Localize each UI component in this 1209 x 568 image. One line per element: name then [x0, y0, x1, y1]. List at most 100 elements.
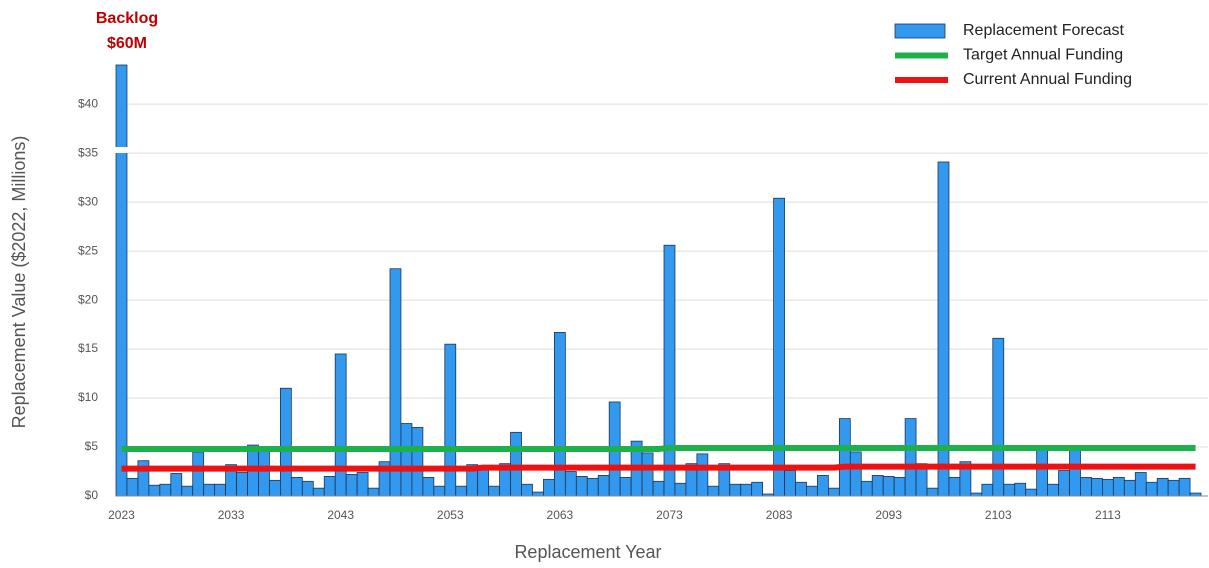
- bar: [795, 481, 807, 497]
- legend-label: Replacement Forecast: [963, 22, 1125, 39]
- bar: [641, 452, 654, 497]
- y-tick-label: $5: [85, 439, 99, 453]
- bar: [828, 487, 840, 497]
- bar: [1014, 482, 1027, 497]
- bar: [948, 476, 961, 497]
- x-tick-label: 2113: [1095, 508, 1121, 522]
- bar: [532, 491, 544, 497]
- bar: [1167, 479, 1180, 497]
- bar: [904, 418, 917, 497]
- bar: [477, 466, 490, 497]
- legend-label: Current Annual Funding: [963, 71, 1132, 88]
- funding-line: [121, 463, 1196, 472]
- bar: [849, 451, 862, 497]
- y-tick-label: $30: [78, 194, 98, 208]
- bar: [1102, 478, 1114, 497]
- bar: [422, 476, 435, 497]
- x-tick-label: 2053: [437, 508, 464, 522]
- bar: [455, 485, 468, 497]
- bar: [312, 487, 325, 497]
- bar: [1058, 470, 1070, 497]
- bar: [1003, 483, 1016, 497]
- bar: [1091, 477, 1103, 497]
- bar: [203, 483, 216, 497]
- bar: [400, 423, 413, 497]
- legend-marker: [894, 23, 946, 39]
- bar: [1134, 472, 1147, 497]
- bar: [356, 472, 369, 497]
- annotation: Backlog: [96, 10, 158, 27]
- x-tick-label: 2103: [985, 508, 1012, 522]
- bar: [488, 485, 501, 497]
- y-tick-label: $25: [78, 243, 98, 257]
- bar: [543, 478, 555, 497]
- bar: [521, 483, 533, 497]
- x-tick-label: 2033: [218, 508, 245, 522]
- bar: [444, 343, 457, 497]
- bar: [367, 487, 380, 497]
- bar: [707, 485, 720, 497]
- y-tick-label: $0: [85, 488, 99, 502]
- bar: [1156, 477, 1169, 497]
- x-tick-label: 2073: [656, 508, 683, 522]
- bar: [181, 485, 194, 497]
- funding-line: [121, 445, 1196, 452]
- bar: [269, 479, 281, 497]
- bar: [126, 477, 139, 497]
- bar: [1112, 476, 1125, 497]
- bar: [214, 483, 226, 497]
- bar: [389, 268, 402, 497]
- bar: [323, 476, 336, 497]
- x-tick-label: 2043: [327, 508, 354, 522]
- bar: [411, 427, 424, 497]
- bar: [882, 476, 895, 497]
- bar: [575, 476, 588, 497]
- bar: [817, 475, 829, 497]
- bar: [784, 470, 796, 497]
- bar: [652, 480, 665, 497]
- bar: [597, 475, 610, 497]
- x-axis-title: Replacement Year: [514, 542, 661, 562]
- annotation: $60M: [107, 35, 147, 52]
- bar: [586, 477, 599, 497]
- bar: [773, 197, 785, 497]
- bar: [192, 451, 205, 497]
- bar: [981, 483, 994, 497]
- bar: [663, 244, 676, 497]
- bar: [806, 485, 818, 497]
- y-tick-label: $35: [78, 145, 98, 159]
- bar: [334, 353, 347, 497]
- y-tick-label: $40: [78, 96, 98, 110]
- bar: [740, 483, 753, 497]
- bar: [696, 453, 709, 497]
- bar: [860, 480, 873, 497]
- bar: [992, 337, 1005, 497]
- bar: [1080, 476, 1092, 497]
- bar: [751, 481, 764, 497]
- x-tick-label: 2063: [547, 508, 574, 522]
- bar: [236, 472, 248, 497]
- x-tick-label: 2093: [875, 508, 902, 522]
- bar: [893, 476, 906, 497]
- axis-break: [114, 147, 129, 153]
- bar: [871, 475, 884, 497]
- y-tick-label: $20: [78, 292, 98, 306]
- bar: [554, 332, 566, 497]
- bar: [159, 483, 172, 497]
- bar: [1123, 479, 1136, 497]
- bar: [258, 448, 270, 497]
- bar: [674, 482, 687, 497]
- bar: [1178, 477, 1191, 497]
- bar: [564, 471, 577, 497]
- bar: [1145, 481, 1158, 497]
- bar: [619, 476, 632, 497]
- bar: [1036, 448, 1049, 497]
- bar: [1025, 488, 1038, 497]
- y-tick-label: $15: [78, 341, 98, 355]
- bar: [148, 484, 161, 497]
- bar: [838, 418, 851, 497]
- bar: [729, 483, 742, 497]
- bar: [170, 473, 183, 497]
- legend-label: Target Annual Funding: [963, 47, 1123, 64]
